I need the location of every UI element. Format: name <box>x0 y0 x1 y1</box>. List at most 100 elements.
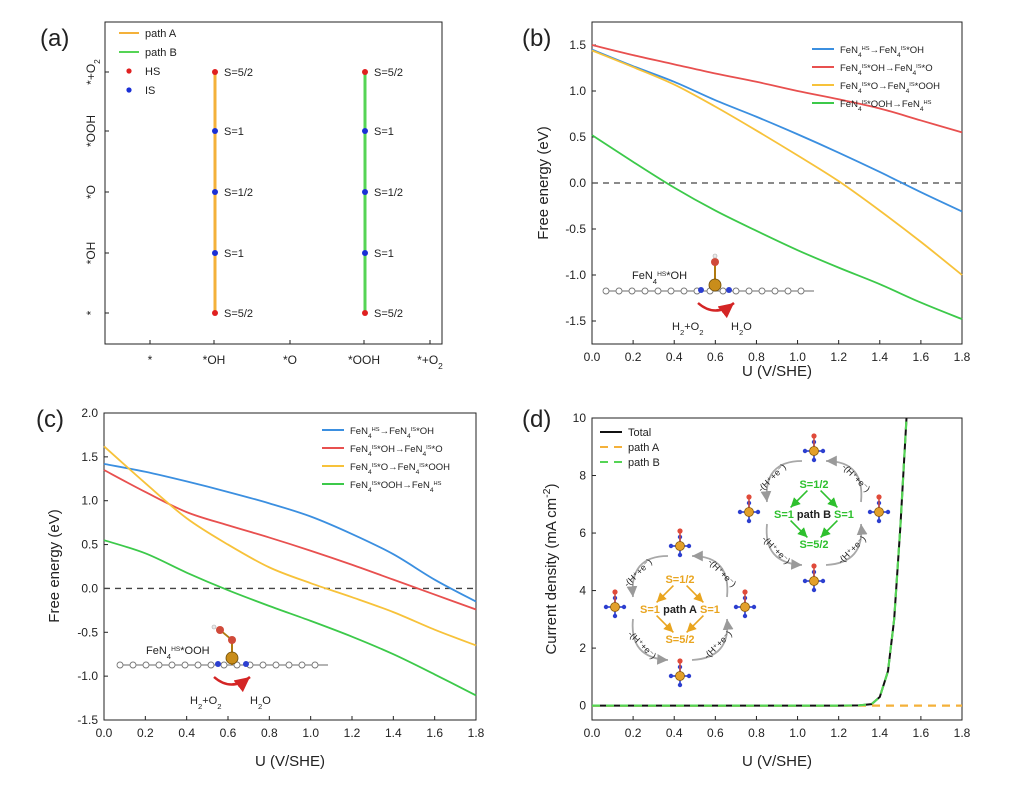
cycle-b-top: S=1/2 <box>799 479 828 491</box>
iron-atom <box>708 278 722 292</box>
b-xtick-7: 1.4 <box>871 350 888 364</box>
cycle-a-spin-arrow-1 <box>686 585 704 603</box>
legend-hs: HS <box>145 66 160 78</box>
c-legend-label-2: FeN4IS*O→FeN4IS*OOH <box>350 462 450 476</box>
c-xtick-3: 0.6 <box>220 726 237 740</box>
pathA-spin-1: S=1 <box>224 248 244 260</box>
cycle-b-bottom: S=5/2 <box>799 539 828 551</box>
pathA-point-0 <box>212 310 218 316</box>
c-ytick-2: -0.5 <box>77 625 98 639</box>
a-xtick-1: *OH <box>203 353 226 367</box>
d-ytick-1: 2 <box>579 641 586 655</box>
b-xtick-6: 1.2 <box>830 350 847 364</box>
b-legend-label-1: FeN4IS*OH→FeN4IS*O <box>840 63 933 77</box>
c-xtick-6: 1.2 <box>344 726 361 740</box>
panel-c-frame <box>103 412 477 721</box>
a-ytick-3: *OOH <box>84 115 98 147</box>
reaction-arrow <box>697 302 735 319</box>
cycle-a-bottom: S=5/2 <box>665 634 694 646</box>
b-legend-label-0: FeN4HS→FeN4IS*OH <box>840 45 924 59</box>
b-legend-label-3: FeN4IS*OOH→FeN4HS <box>840 99 932 113</box>
c-xtick-1: 0.2 <box>137 726 154 740</box>
pathB-point-2 <box>362 189 368 195</box>
d-xtick-6: 1.2 <box>830 726 847 740</box>
panel-b-series <box>591 44 963 320</box>
cycle-a-spin-arrow-3 <box>686 615 704 633</box>
panel-d-xlabel: U (V/SHE) <box>742 753 812 770</box>
b-ytick-1: -1.0 <box>565 268 586 282</box>
d-xtick-1: 0.2 <box>625 726 642 740</box>
cycle-b-spin-arrow-1 <box>820 490 838 508</box>
b-legend-label-2: FeN4IS*O→FeN4IS*OOH <box>840 81 940 95</box>
panel-b-label: (b) <box>522 25 551 52</box>
cycle-b-step-label-1: -(H⁺+e⁻) <box>840 462 872 494</box>
d-legend-label-1: path A <box>628 442 660 454</box>
pathB-point-3 <box>362 128 368 134</box>
panel-d-cycles: S=1/2 S=1 S=1 S=5/2 path B -(H⁺+e⁻) -(H⁺+e⁻) -(… <box>603 433 891 688</box>
c-xtick-5: 1.0 <box>302 726 319 740</box>
cycle-a-left: S=1 <box>640 604 660 616</box>
b-xtick-8: 1.6 <box>913 350 930 364</box>
cycle-a-step-label-0: -(H⁺+e⁻) <box>622 557 654 589</box>
b-ytick-3: 0.0 <box>569 176 586 190</box>
pathA-spin-0: S=5/2 <box>224 308 253 320</box>
b-xtick-5: 1.0 <box>789 350 806 364</box>
b-series-0 <box>591 48 963 213</box>
a-xtick-2: *O <box>283 353 297 367</box>
a-ytick-0: * <box>84 310 98 315</box>
d-ytick-5: 10 <box>573 411 587 425</box>
panel-c-ylabel: Free energy (eV) <box>46 509 63 622</box>
c-ytick-7: 2.0 <box>81 406 98 420</box>
b-xtick-3: 0.6 <box>707 350 724 364</box>
c-legend-label-1: FeN4IS*OH→FeN4IS*O <box>350 444 443 458</box>
d-xtick-2: 0.4 <box>666 726 683 740</box>
cycle-a-step-arrow-2 <box>631 618 669 665</box>
d-series-2 <box>592 417 908 707</box>
cycle-a-molecule-top <box>668 528 692 558</box>
pathB-spin-2: S=1/2 <box>374 187 403 199</box>
c-xtick-8: 1.6 <box>426 726 443 740</box>
panel-d: (d) 0.0 0.2 0.4 0.6 0.8 1.0 1.2 1.4 1.6 1.8 0 2 4 6 8 1… <box>522 406 971 770</box>
cycle-b-left: S=1 <box>774 509 794 521</box>
d-xtick-7: 1.4 <box>871 726 888 740</box>
panel-c-xlabel: U (V/SHE) <box>255 753 325 770</box>
d-xtick-3: 0.6 <box>707 726 724 740</box>
d-legend-label-0: Total <box>628 427 651 439</box>
a-ytick-1: *OH <box>84 242 98 265</box>
d-xtick-9: 1.8 <box>954 726 971 740</box>
pathB-spin-1: S=1 <box>374 248 394 260</box>
c-series-3 <box>103 539 477 697</box>
panel-c: (c) 0.0 0.2 0.4 0.6 0.8 1.0 1.2 1.4 1.6 1.8 -1.5 -1… <box>36 406 485 770</box>
reaction-arrow <box>213 676 251 693</box>
pathB-spin-0: S=5/2 <box>374 308 403 320</box>
cycle-b-molecule-bottom <box>802 563 826 593</box>
panel-a-frame <box>104 21 443 345</box>
pathA-point-3 <box>212 128 218 134</box>
panel-c-inset-left: H2+O2 <box>190 695 222 711</box>
c-xtick-9: 1.8 <box>468 726 485 740</box>
cycle-b-spin-arrow-3 <box>820 520 838 538</box>
legend-path-b: path B <box>145 47 177 59</box>
b-xtick-9: 1.8 <box>954 350 971 364</box>
c-ytick-1: -1.0 <box>77 669 98 683</box>
cycle-b-spin-arrow-0 <box>790 490 808 508</box>
cycle-a-step-arrow-1 <box>691 550 729 598</box>
panel-b-inset-left: H2+O2 <box>672 321 704 337</box>
d-legend-label-2: path B <box>628 457 660 469</box>
pathB-point-1 <box>362 250 368 256</box>
a-xtick-4: *+O2 <box>417 353 443 371</box>
cycle-b-step-arrow-2 <box>765 523 803 570</box>
panel-a-legend: path A path B HS IS <box>119 28 177 97</box>
c-ytick-3: 0.0 <box>81 581 98 595</box>
panel-b-axes: 0.0 0.2 0.4 0.6 0.8 1.0 1.2 1.4 1.6 1.8 -1.5 -1.0 -0… <box>565 38 970 364</box>
oxygen-atom <box>711 258 719 266</box>
c-legend-label-3: FeN4IS*OOH→FeN4HS <box>350 480 442 494</box>
cycle-b-spin-arrow-2 <box>790 520 808 538</box>
panel-d-ylabel: Current density (mA cm-2) <box>541 483 560 654</box>
oxygen-atom-1 <box>228 636 236 644</box>
cycle-b-step-label-0: -(H⁺+e⁻) <box>756 462 788 494</box>
cycle-b-step-label-3: -(H⁺+e⁻) <box>836 534 868 566</box>
b-series-3 <box>591 134 963 320</box>
cycle-a-right: S=1 <box>700 604 720 616</box>
a-ytick-4: *+O2 <box>84 59 102 85</box>
